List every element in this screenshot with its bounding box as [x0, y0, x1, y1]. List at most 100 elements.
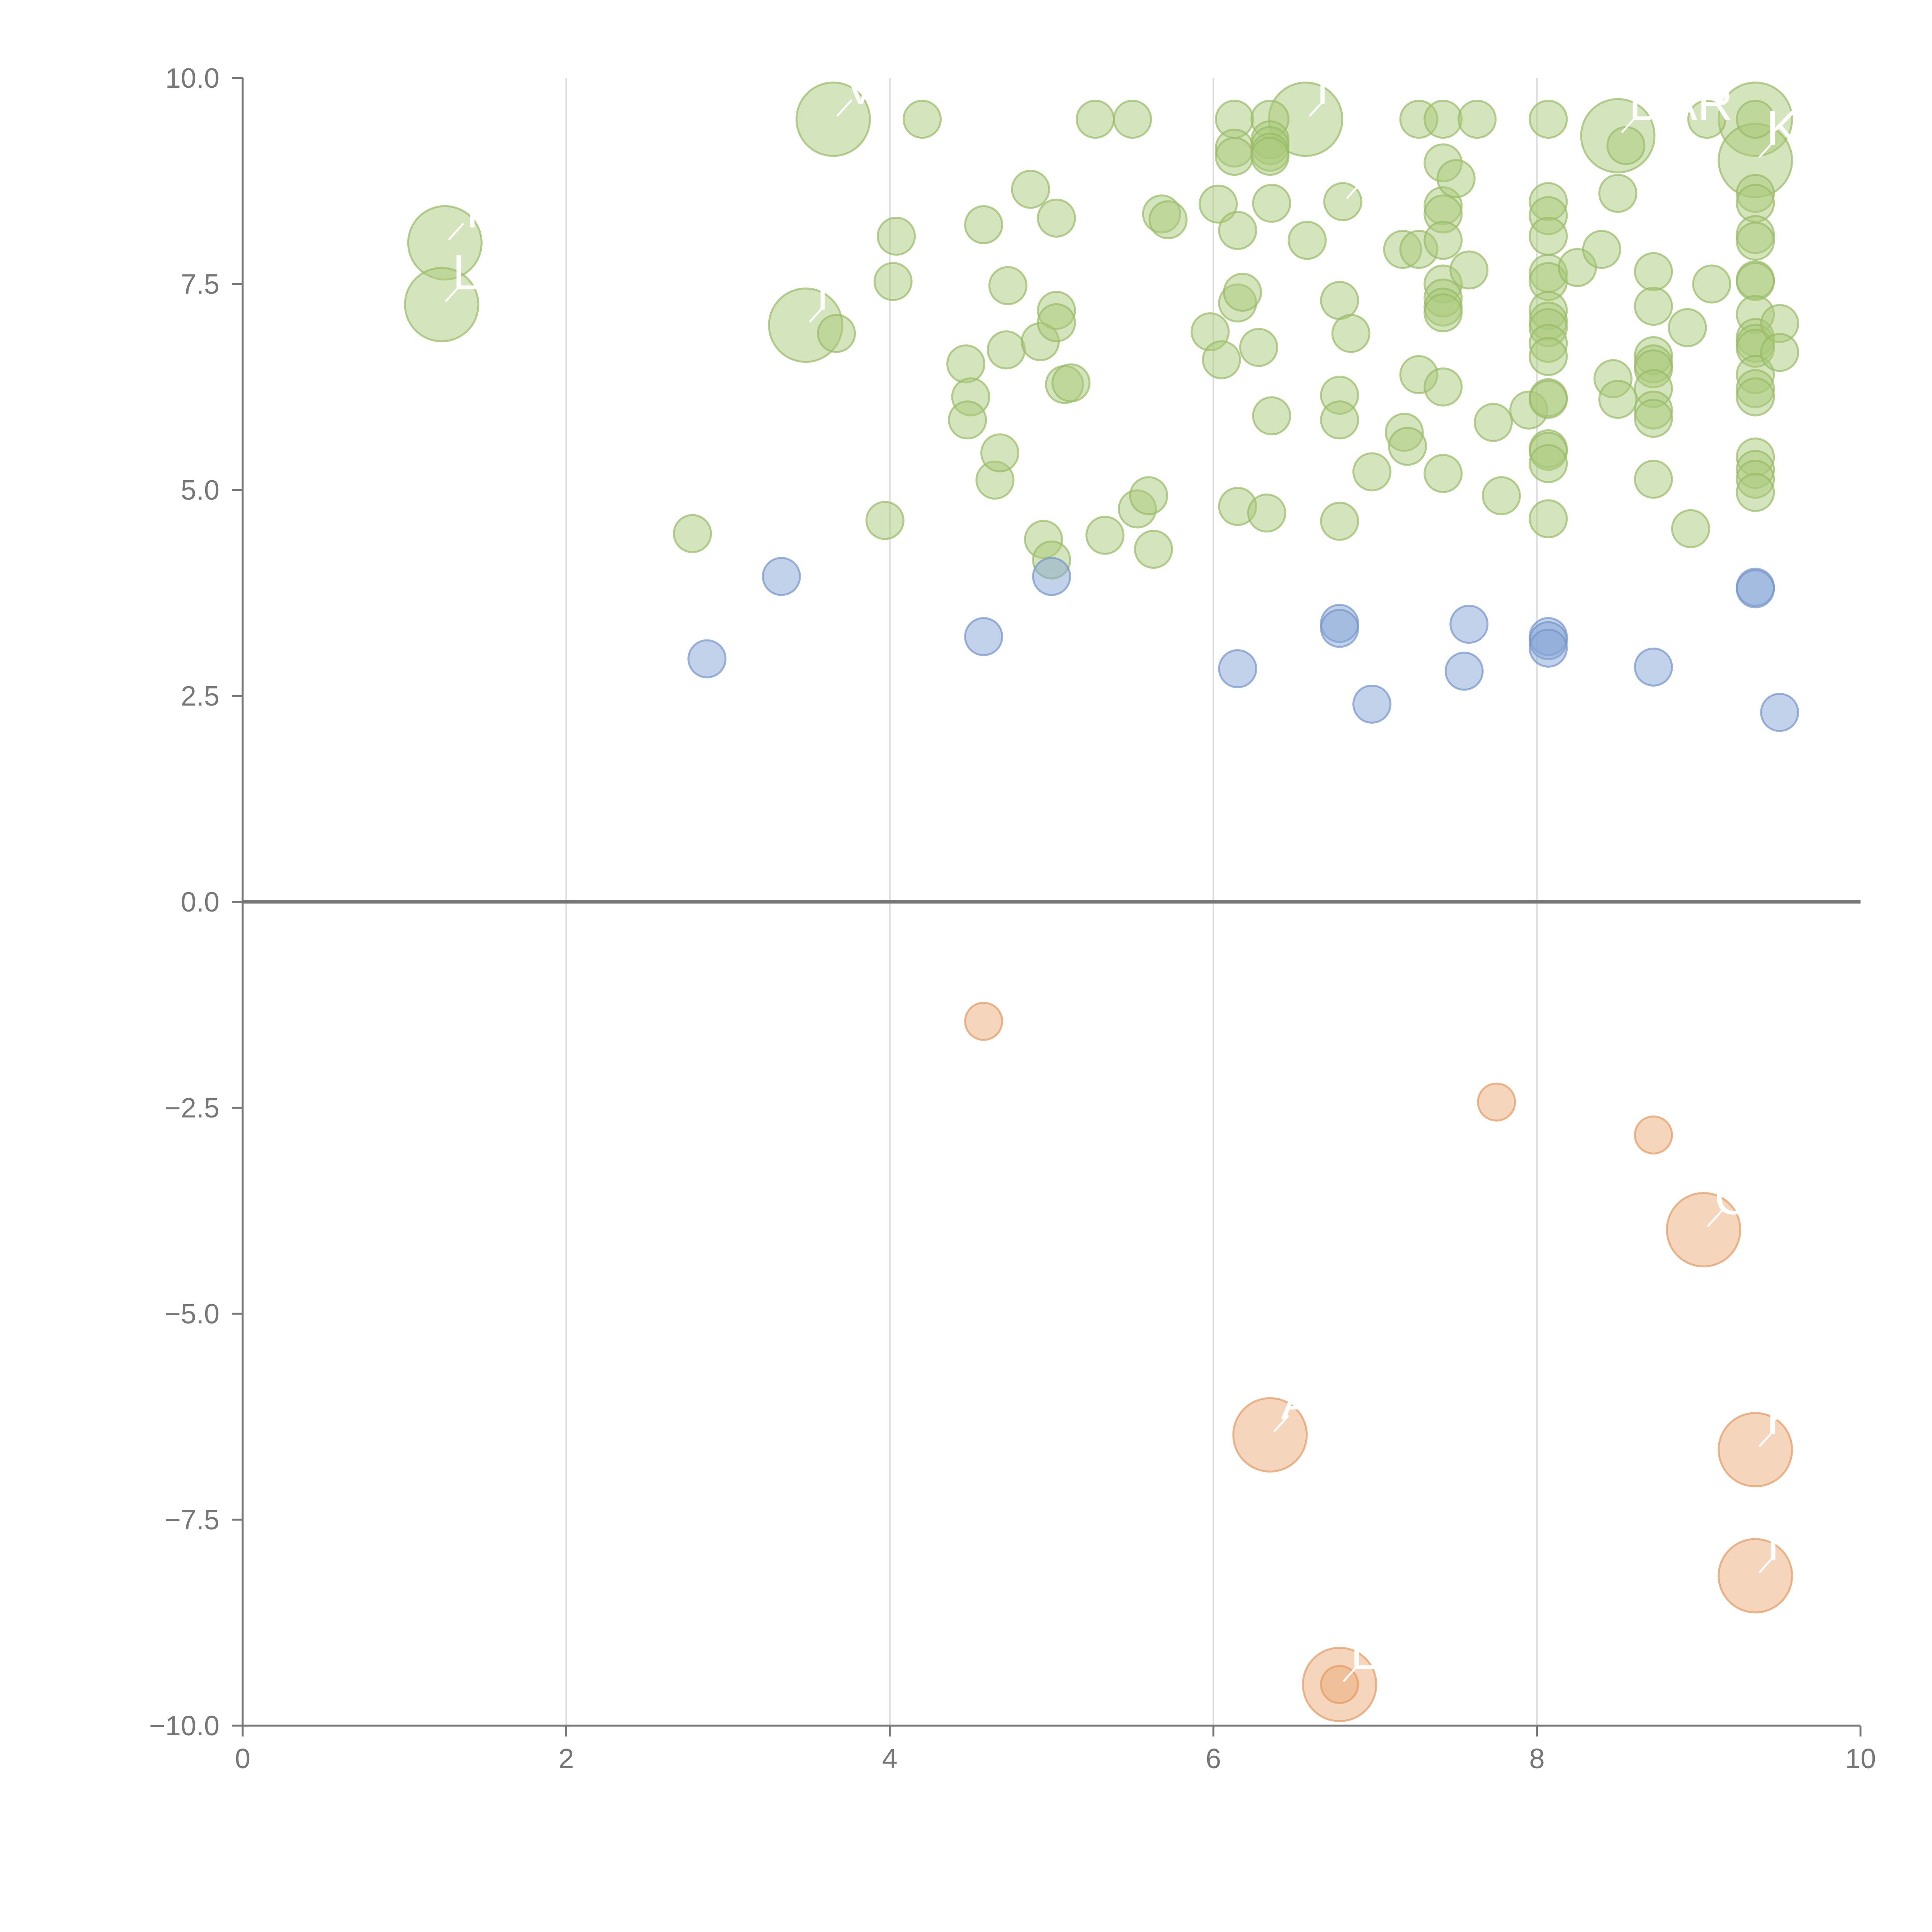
bubble-point-low — [1477, 1082, 1516, 1122]
bubble-label: KNO — [1766, 100, 1873, 156]
bubble-point-high — [673, 514, 712, 553]
bubble-point-high — [1423, 221, 1463, 260]
bubble-point-high — [1634, 459, 1673, 499]
bubble-point-high — [1113, 100, 1152, 139]
bubble-label-leader — [1758, 1556, 1775, 1573]
y-tick-label: 5.0 — [181, 475, 219, 506]
bubble-label-leader — [809, 305, 825, 323]
bubble-point-high — [1474, 403, 1513, 442]
bubble-point-high — [1582, 230, 1621, 269]
bubble-point-high — [1436, 159, 1476, 198]
bubble-point-high — [1320, 281, 1359, 320]
bubble-point-high — [1352, 452, 1392, 492]
x-tick-label: 10 — [1845, 1743, 1876, 1774]
bubble-label-leader — [1707, 1209, 1723, 1228]
y-tick-label: −5.0 — [165, 1299, 219, 1330]
bubble-point-high — [1671, 509, 1710, 548]
bubble-point-mid — [1760, 693, 1799, 732]
bubble-point-mid — [1032, 557, 1071, 596]
bubble-label: K — [1766, 1390, 1799, 1445]
bubble-point-high — [1529, 379, 1568, 419]
bubble-point-high — [1687, 100, 1726, 139]
bubble-point-high — [1529, 216, 1568, 256]
bubble-label-leader — [836, 99, 853, 117]
bubble-point-high — [1388, 427, 1427, 466]
bubble-point-high — [1760, 333, 1799, 372]
bubble-point-high — [1252, 396, 1291, 435]
bubble-label-leader — [1346, 182, 1362, 199]
bubble-label: A — [1281, 1375, 1314, 1430]
y-tick-label: −2.5 — [165, 1093, 219, 1124]
bubble-label-leader — [1273, 1415, 1289, 1433]
bubble-label-leader — [1621, 116, 1637, 133]
bubble-point-high — [1634, 287, 1673, 326]
bubble-label: C — [1714, 1170, 1750, 1225]
bubble-point-high — [903, 100, 942, 139]
bubble-point-high — [1598, 173, 1638, 213]
bubble-point-high — [1223, 272, 1262, 312]
bubble-point-high — [1423, 293, 1463, 333]
bubble-point-high — [1423, 454, 1463, 493]
bubble-label: DAR — [1629, 76, 1733, 131]
bubble-point-low — [1718, 1538, 1793, 1614]
bubble-point-high — [1736, 262, 1775, 301]
bubble-point-high — [1247, 493, 1286, 533]
bubble-label-leader — [1758, 140, 1775, 158]
bubble-point-high — [1051, 363, 1091, 403]
bubble-point-high — [1252, 184, 1291, 223]
x-tick-label: 2 — [558, 1743, 574, 1774]
bubble-point-high — [1134, 530, 1173, 569]
bubble-point-high — [1085, 515, 1125, 555]
bubble-point-mid — [1444, 651, 1484, 691]
bubble-label-leader — [1342, 1664, 1359, 1682]
bubble-point-high — [1668, 308, 1707, 347]
bubble-point-high — [1692, 264, 1731, 304]
bubble-point-mid — [964, 617, 1003, 656]
y-tick-label: −10.0 — [149, 1711, 219, 1742]
bubble-point-high — [1037, 303, 1076, 342]
bubble-label: C — [1354, 142, 1389, 197]
bubble-point-high — [1250, 137, 1290, 176]
bubble-label: L — [452, 245, 480, 300]
bubble-layer — [404, 82, 1799, 1722]
bubble-point-high — [1736, 221, 1775, 261]
y-tick-label: 7.5 — [181, 269, 219, 300]
bubble-point-high — [1148, 200, 1188, 240]
bubble-point-high — [1736, 100, 1775, 139]
bubble-point-high — [1199, 184, 1238, 224]
bubble-point-mid — [1218, 649, 1257, 689]
bubble-point-high — [1320, 400, 1359, 440]
x-tick-label: 0 — [235, 1743, 250, 1774]
bubble-point-high — [1423, 100, 1463, 139]
bubble-label-leader — [445, 284, 461, 302]
y-tick-label: 2.5 — [181, 681, 219, 712]
bubble-point-high — [1529, 499, 1568, 539]
bubble-point-high — [1218, 211, 1257, 250]
bubble-point-high — [1076, 100, 1115, 139]
bubble-point-high — [1287, 221, 1327, 260]
y-tick-label: 0.0 — [181, 887, 219, 918]
bubble-point-mid — [1529, 628, 1568, 668]
bubble-label: Y — [456, 183, 488, 238]
bubble-point-high — [1634, 252, 1673, 291]
bubble-point-high — [1423, 367, 1463, 406]
bubble-point-high — [877, 216, 916, 256]
bubble-point-mid — [1449, 605, 1489, 644]
bubble-point-high — [1331, 314, 1371, 353]
bubble-label: NJ — [1316, 60, 1377, 115]
x-tick-label: 4 — [882, 1743, 898, 1774]
bubble-point-high — [1481, 476, 1521, 515]
bubble-point-high — [1037, 198, 1076, 238]
bubble-point-high — [1736, 377, 1775, 417]
bubble-point-high — [1202, 340, 1241, 379]
bubble-point-high — [1598, 379, 1638, 419]
y-tick-label: −7.5 — [165, 1505, 219, 1536]
bubble-point-high — [1529, 100, 1568, 139]
bubble-point-high — [1606, 126, 1646, 165]
bubble-point-high — [1458, 100, 1497, 139]
bubble-point-high — [1529, 444, 1568, 483]
bubble-point-low — [964, 1002, 1003, 1041]
bubble-point-high — [1320, 502, 1359, 541]
